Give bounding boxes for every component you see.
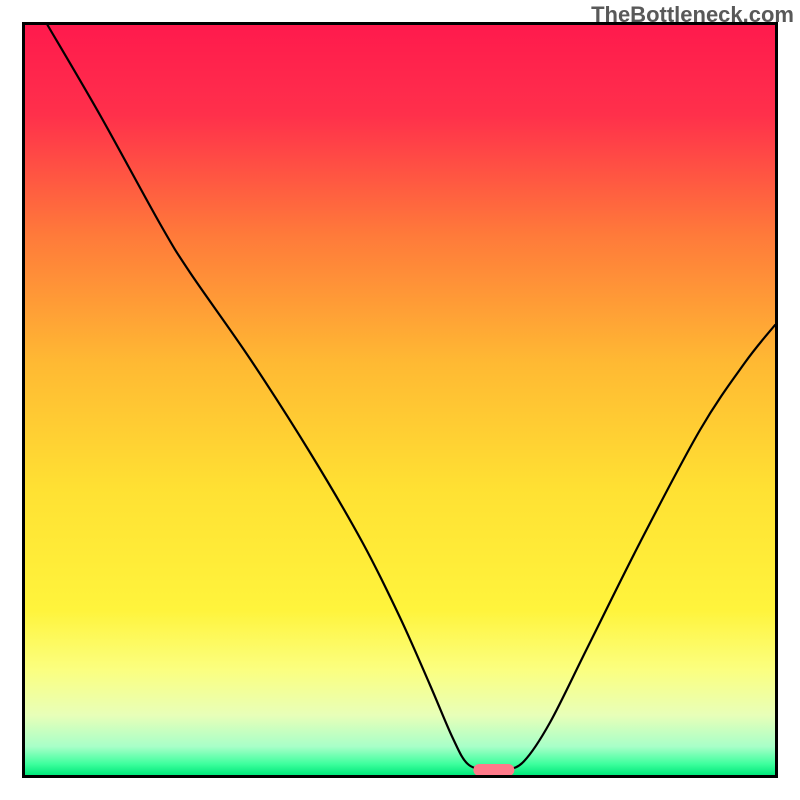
watermark-text: TheBottleneck.com [591, 2, 794, 28]
plot-border-left [22, 22, 25, 778]
bottleneck-curve [25, 25, 775, 775]
chart-frame: TheBottleneck.com [0, 0, 800, 800]
optimum-marker [473, 764, 514, 776]
curve-path [48, 25, 776, 771]
plot-border-bottom [22, 775, 778, 778]
plot-area [25, 25, 775, 775]
plot-border-right [775, 22, 778, 778]
